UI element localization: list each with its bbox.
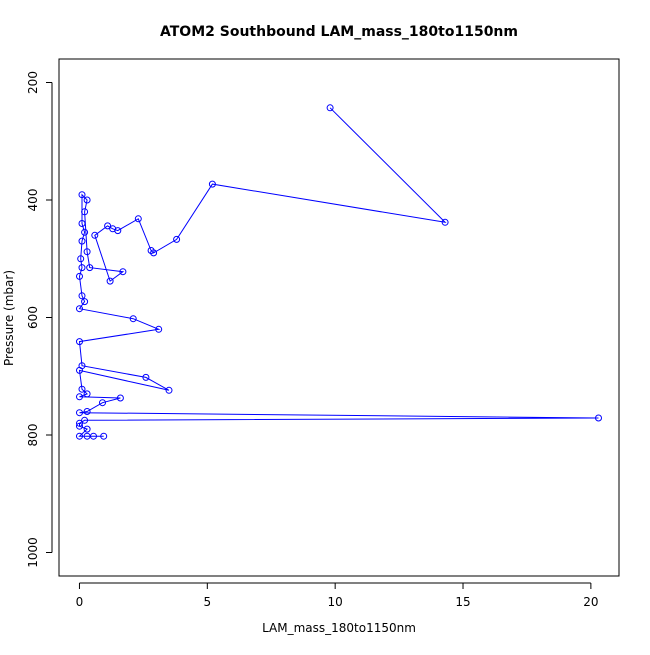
data-point [100,432,108,440]
y-tick-label: 600 [26,306,40,329]
data-point [81,416,89,424]
data-point [76,419,83,427]
data-point [78,220,86,227]
data-point [90,432,97,440]
data-point [78,264,86,272]
data-point [91,231,99,239]
data-point [326,104,334,112]
data-point [147,247,155,254]
data-point [81,208,89,216]
x-tick-label: 15 [455,595,470,609]
y-axis-label: Pressure (mbar) [2,270,16,366]
x-tick-label: 10 [328,595,343,609]
data-point [83,390,91,398]
x-axis-label: LAM_mass_180to1150nm [262,621,416,635]
data-point [76,305,83,313]
data-point [76,272,83,280]
y-tick-label: 1000 [26,537,40,568]
data-point [76,422,83,430]
data-point [78,385,86,393]
data-point [76,432,83,440]
data-point [441,218,449,226]
x-tick-label: 5 [203,595,211,609]
data-point [595,414,602,422]
data-point [109,225,117,233]
data-point [173,235,181,243]
series-line [78,107,599,437]
data-point [78,191,86,199]
y-tick-label: 200 [26,71,40,94]
data-point [119,268,127,276]
data-point [134,215,142,223]
data-point [81,228,89,236]
data-point [208,180,216,188]
data-point [77,255,85,263]
data-point [83,425,91,433]
data-point [129,315,137,323]
plot-frame [58,58,620,577]
data-point [142,373,150,381]
data-point [76,393,83,401]
data-point [76,338,83,346]
chart-title: ATOM2 Southbound LAM_mass_180to1150nm [160,24,518,40]
data-point [116,394,124,402]
data-point [86,264,94,272]
data-point [76,366,83,374]
data-point [78,292,86,300]
y-axis: 200 400 600 800 1000 [26,71,53,568]
data-point [165,386,173,394]
data-point [83,248,91,256]
data-point [99,399,106,407]
y-tick-label: 400 [26,189,40,212]
data-point [104,222,112,230]
y-tick-label: 800 [26,424,40,447]
x-axis: 0 5 10 15 20 [76,582,599,609]
data-point [83,408,91,415]
data-series [76,104,602,440]
data-point [155,325,163,333]
x-tick-label: 0 [76,595,84,609]
x-tick-label: 20 [583,595,598,609]
data-point [81,298,89,306]
data-point [76,409,83,417]
data-point [106,277,114,285]
data-point [83,196,91,204]
data-point [78,237,86,245]
